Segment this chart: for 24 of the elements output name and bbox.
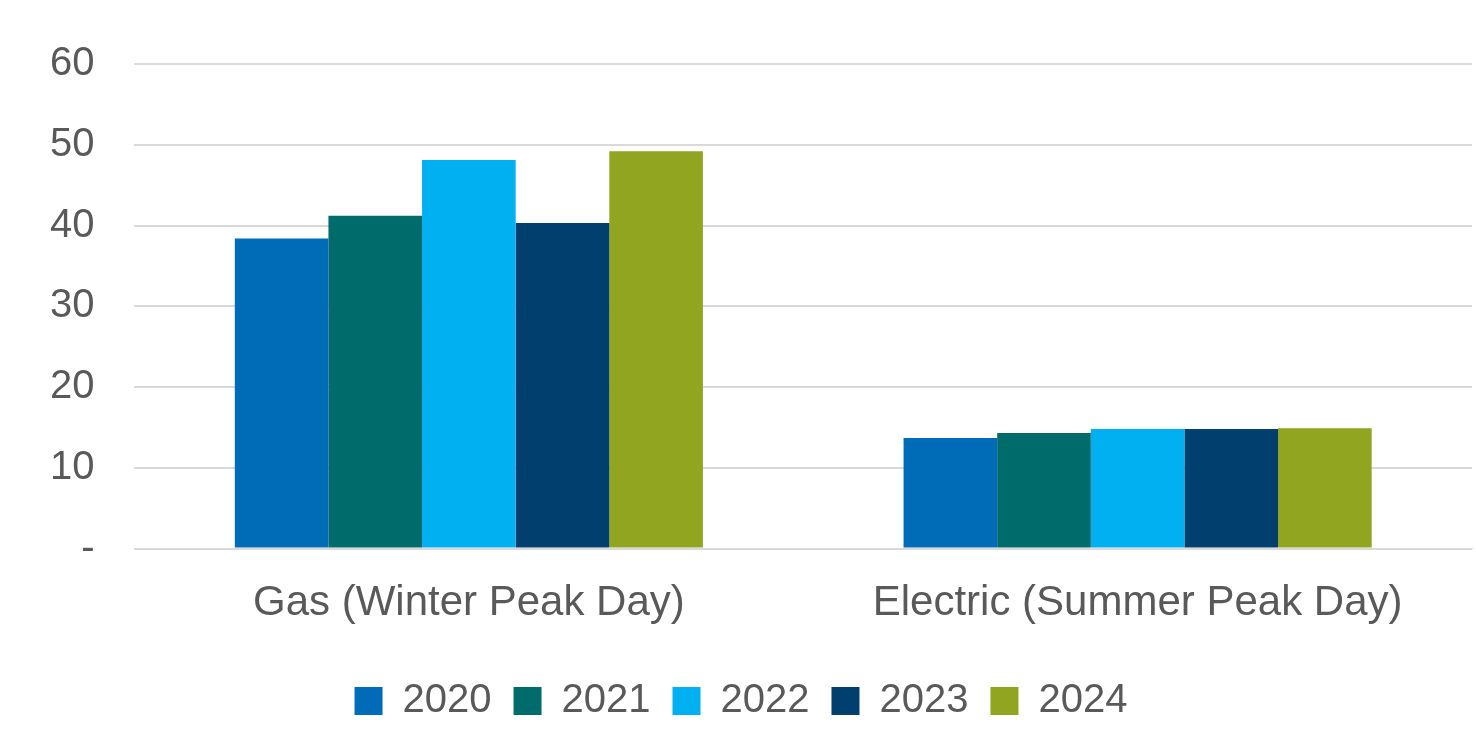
legend-label: 2020 [402,676,492,721]
y-tick-label: 40 [49,200,95,245]
y-tick-label: - [81,523,95,568]
bar [422,160,516,548]
y-tick-label: 10 [49,442,95,487]
bar [903,437,998,548]
y-tick-label: 30 [49,281,95,326]
bar [515,223,610,548]
legend-label: 2023 [879,676,969,721]
bar [328,215,423,548]
x-tick-label: Gas (Winter Peak Day) [252,577,685,625]
bar [997,433,1091,548]
bar [609,151,703,548]
bar [1090,429,1185,548]
bar [1278,428,1372,548]
legend-label: 2021 [561,676,651,721]
bar [1184,429,1279,548]
x-tick-label: Electric (Summer Peak Day) [872,577,1403,625]
legend-label: 2024 [1038,676,1128,721]
legend-label: 2022 [720,676,810,721]
y-tick-label: 20 [49,362,95,407]
y-tick-label: 50 [49,119,95,164]
bar [234,238,329,548]
y-tick-label: 60 [49,39,95,84]
